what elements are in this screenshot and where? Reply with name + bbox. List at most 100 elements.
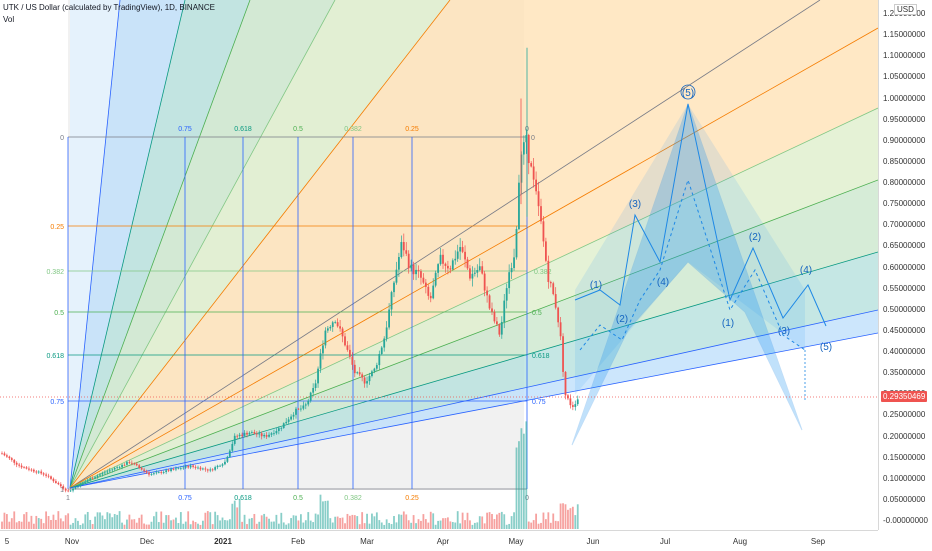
candle-body: [37, 471, 40, 473]
volume-bar: [265, 516, 268, 529]
volume-bar: [94, 516, 96, 529]
volume-bar: [40, 518, 43, 529]
volume-bar: [341, 517, 344, 529]
fib-mid-label: 0: [531, 135, 535, 142]
volume-bar: [104, 519, 106, 529]
candle-body: [153, 473, 155, 475]
candle-body: [559, 322, 562, 337]
candle-body: [263, 435, 266, 437]
candle-body: [108, 470, 111, 472]
volume-bar: [459, 523, 462, 529]
candle-body: [491, 308, 493, 312]
candle-body: [417, 269, 420, 272]
volume-bar: [368, 523, 371, 529]
candle-body: [295, 408, 297, 415]
candle-body: [393, 282, 395, 293]
candle-body: [145, 470, 148, 473]
candle-body: [312, 387, 315, 393]
candle-body: [314, 383, 317, 388]
volume-bar: [326, 500, 329, 529]
price-tick-label: 0.45000000: [883, 325, 926, 335]
volume-bar: [422, 514, 425, 529]
volume-bar: [233, 500, 236, 529]
chart-area[interactable]: 0 0.25 0.382 0.5 0.618 0.75 1 0.75 0.75 0.618 0.61…: [0, 0, 878, 530]
candle-body: [45, 474, 47, 476]
candle-body: [251, 432, 253, 433]
volume-bar: [179, 512, 182, 529]
volume-bar: [486, 512, 488, 529]
volume-bar: [253, 513, 256, 529]
price-tick-label: 1.00000000: [883, 93, 926, 103]
candle-body: [373, 368, 376, 372]
volume-bar: [424, 519, 427, 529]
volume-bar: [118, 511, 121, 529]
candle-body: [52, 478, 55, 482]
volume-bar: [241, 521, 243, 529]
elliott-wave-label: (1): [722, 318, 734, 329]
price-tick-label: 0.65000000: [883, 241, 926, 251]
candle-body: [248, 432, 251, 435]
candle-body: [255, 433, 258, 435]
time-tick-label: Feb: [291, 537, 305, 546]
fib-mid-label: 0.75: [532, 399, 546, 406]
candle-body: [287, 419, 290, 422]
candle-body: [35, 471, 38, 473]
price-tick-label: 0.25000000: [883, 410, 926, 420]
candle-body: [378, 354, 381, 366]
volume-bar: [498, 512, 501, 529]
volume-bar: [285, 524, 288, 529]
symbol-title[interactable]: UTK / US Dollar (calculated by TradingVi…: [3, 3, 215, 12]
volume-bar: [50, 519, 52, 529]
candle-body: [20, 465, 23, 468]
volume-bar: [393, 516, 395, 529]
volume-bar: [89, 519, 92, 529]
fib-left-label: 0.25: [50, 224, 64, 231]
fan-line: [69, 251, 878, 489]
volume-bar: [449, 521, 452, 529]
candle-body: [6, 455, 8, 457]
candle-body: [324, 330, 327, 346]
candle-body: [18, 464, 21, 466]
price-tick-label: 0.55000000: [883, 283, 926, 293]
currency-badge[interactable]: USD: [894, 4, 917, 15]
candle-body: [554, 294, 557, 308]
volume-bars: [1, 421, 579, 529]
volume-bar: [69, 524, 72, 529]
volume-bar: [101, 515, 104, 529]
volume-bar: [74, 518, 77, 529]
volume-bar: [542, 512, 545, 529]
candle-body: [309, 392, 312, 401]
volume-bar: [402, 511, 405, 529]
volume-bar: [527, 521, 530, 529]
volume-bar: [108, 513, 111, 529]
candle-body: [194, 466, 197, 468]
volume-bar: [383, 524, 386, 529]
volume-bar: [412, 515, 415, 529]
volume-bar: [290, 518, 292, 529]
candle-body: [402, 242, 405, 251]
time-tick-label: Apr: [436, 537, 450, 546]
volume-bar: [52, 514, 55, 529]
candle-body: [96, 475, 99, 478]
volume-bar: [375, 512, 378, 529]
elliott-wave-label: (4): [800, 265, 812, 276]
fib-top-label: 0.382: [344, 126, 362, 133]
candle-body: [275, 431, 278, 434]
volume-label[interactable]: Vol: [3, 15, 15, 24]
volume-bar: [473, 522, 476, 529]
candle-body: [226, 456, 229, 462]
candle-body: [260, 433, 263, 437]
candle-body: [336, 322, 339, 327]
volume-bar: [562, 503, 564, 529]
time-axis[interactable]: 5 Nov Dec 2021 Feb Mar Apr May Jun Jul Aug Sep: [0, 530, 878, 551]
candle-body: [30, 469, 33, 471]
volume-bar: [42, 523, 45, 529]
elliott-wave-label: (1): [590, 280, 602, 291]
price-chart[interactable]: 0 0.25 0.382 0.5 0.618 0.75 1 0.75 0.75 0.618 0.61…: [0, 0, 878, 530]
candle-body: [353, 364, 356, 374]
price-tick-label: 0.20000000: [883, 431, 926, 441]
volume-bar: [405, 514, 408, 529]
candle-body: [564, 371, 567, 396]
volume-bar: [13, 511, 16, 529]
price-axis[interactable]: 1.200000001.150000001.100000001.05000000…: [878, 0, 932, 530]
